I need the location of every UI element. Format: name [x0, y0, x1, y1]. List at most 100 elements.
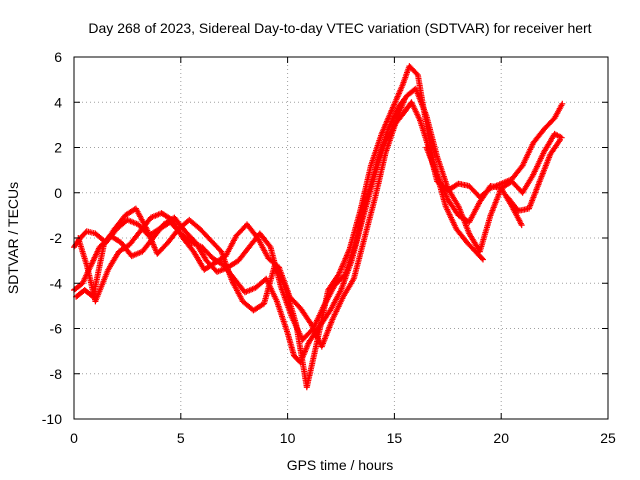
- data-point-marker: [399, 64, 412, 88]
- y-tick-label: -2: [50, 230, 63, 246]
- data-point-marker: [179, 235, 196, 254]
- data-point-marker: [201, 260, 217, 273]
- data-point-marker: [382, 119, 399, 155]
- data-point-marker: [88, 245, 102, 269]
- x-axis-title: GPS time / hours: [287, 457, 394, 473]
- data-point-marker: [122, 206, 138, 219]
- data-point-marker: [406, 63, 420, 77]
- data-point-marker: [297, 305, 314, 326]
- chart-title: Day 268 of 2023, Sidereal Day-to-day VTE…: [88, 20, 591, 36]
- data-point-marker: [325, 272, 341, 293]
- data-point-marker: [434, 153, 451, 190]
- data-point-marker: [346, 209, 363, 253]
- data-point-marker: [540, 116, 557, 133]
- data-point-marker: [207, 237, 224, 254]
- series-track-4: [75, 96, 408, 350]
- data-point-marker: [408, 99, 423, 122]
- x-tick-label: 5: [177, 430, 185, 446]
- data-point-marker: [374, 128, 391, 165]
- x-tick-label: 20: [493, 430, 509, 446]
- data-point-marker: [154, 240, 170, 257]
- y-axis-title: SDTVAR / TECUs: [5, 182, 21, 294]
- data-point-marker: [361, 196, 378, 241]
- data-point-marker: [444, 185, 461, 208]
- data-point-marker: [276, 264, 293, 299]
- data-point-marker: [331, 272, 348, 289]
- data-point-marker: [261, 263, 278, 307]
- data-point-marker: [158, 210, 174, 223]
- data-point-marker: [303, 338, 321, 391]
- data-point-marker: [547, 136, 563, 158]
- data-point-marker: [318, 318, 335, 350]
- data-point-marker: [363, 159, 380, 203]
- x-tick-label: 10: [280, 430, 296, 446]
- data-point-marker: [353, 198, 370, 246]
- data-point-marker: [526, 180, 542, 212]
- data-point-marker: [444, 196, 461, 217]
- data-point-marker: [476, 214, 493, 255]
- data-point-marker: [256, 230, 273, 249]
- data-point-marker: [199, 244, 215, 261]
- y-tick-label: 2: [54, 140, 62, 156]
- data-point-marker: [254, 235, 271, 260]
- y-tick-label: 6: [54, 49, 62, 65]
- data-point-marker: [487, 186, 504, 219]
- data-point-marker: [350, 236, 368, 282]
- data-point-marker: [235, 245, 252, 264]
- x-axis: 0 5 10 15 20 25: [70, 57, 616, 446]
- data-point-marker: [530, 150, 547, 178]
- data-point-marker: [169, 216, 185, 240]
- data-point-marker: [284, 330, 297, 357]
- data-point-marker: [137, 216, 153, 235]
- data-point-marker: [329, 295, 346, 323]
- grid-lines: [74, 57, 608, 419]
- data-point-marker: [385, 105, 401, 133]
- x-tick-label: 0: [70, 430, 78, 446]
- data-point-marker: [372, 150, 389, 201]
- data-point-marker: [92, 268, 111, 305]
- data-point-marker: [105, 250, 121, 273]
- data-point-marker: [197, 225, 213, 242]
- data-point-marker: [273, 298, 290, 335]
- data-point-marker: [265, 255, 281, 270]
- y-tick-label: -4: [50, 275, 63, 291]
- data-point-marker: [466, 200, 482, 226]
- data-point-marker: [186, 216, 202, 231]
- data-point-marker: [367, 132, 384, 169]
- data-point-marker: [229, 278, 245, 303]
- data-point-marker: [393, 96, 408, 124]
- data-point-marker: [212, 253, 228, 266]
- y-axis: -10 -8 -6 -4 -2 0 2 4 6: [42, 49, 608, 427]
- data-points: [71, 63, 566, 391]
- data-point-marker: [519, 173, 536, 196]
- y-tick-label: 0: [54, 185, 62, 201]
- data-point-marker: [540, 132, 557, 155]
- x-tick-label: 25: [600, 430, 616, 446]
- data-point-marker: [250, 301, 266, 314]
- data-point-marker: [455, 212, 471, 225]
- data-point-marker: [378, 107, 395, 137]
- series-track-6: [504, 136, 563, 214]
- data-point-marker: [474, 250, 486, 263]
- data-point-marker: [126, 229, 143, 248]
- data-point-marker: [504, 194, 521, 213]
- data-point-marker: [111, 213, 128, 232]
- data-point-marker: [327, 288, 344, 314]
- data-point-marker: [222, 234, 239, 260]
- data-point-marker: [551, 100, 566, 122]
- y-tick-label: -8: [50, 366, 63, 382]
- data-point-marker: [335, 247, 352, 278]
- y-tick-label: -10: [42, 411, 62, 427]
- data-point-marker: [519, 141, 536, 169]
- data-point-marker: [190, 248, 207, 272]
- data-point-marker: [244, 221, 260, 240]
- data-point-marker: [530, 127, 546, 146]
- data-point-marker: [342, 241, 359, 278]
- data-point-marker: [286, 293, 303, 310]
- data-point-marker: [404, 86, 418, 99]
- data-point-marker: [231, 275, 247, 294]
- data-point-marker: [536, 152, 553, 185]
- data-point-marker: [389, 82, 406, 112]
- x-tick-label: 15: [387, 430, 403, 446]
